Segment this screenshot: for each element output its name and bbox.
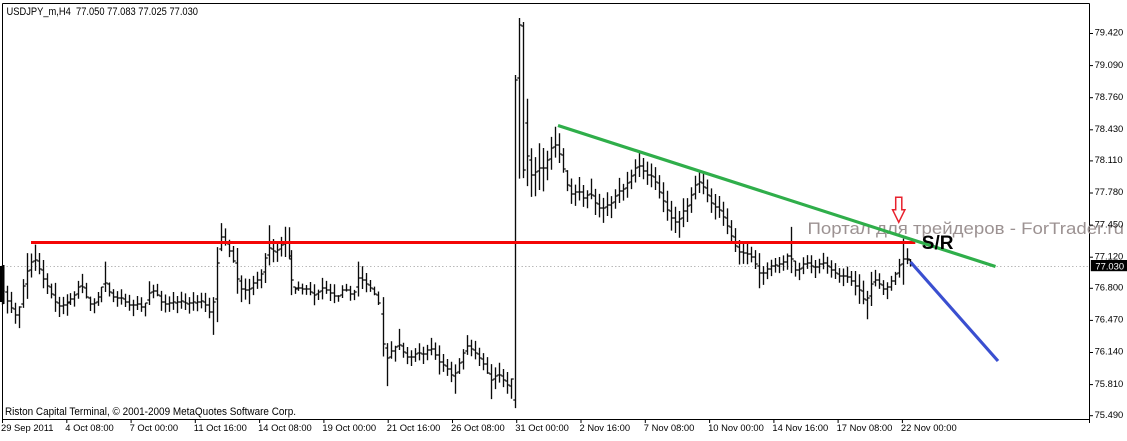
svg-text:S/R: S/R	[922, 233, 954, 254]
svg-text:USDJPY_m,H4 77.050 77.083 77.: USDJPY_m,H4 77.050 77.083 77.025 77.030	[7, 6, 199, 18]
svg-text:4 Oct 08:00: 4 Oct 08:00	[65, 422, 113, 433]
svg-text:26 Oct 08:00: 26 Oct 08:00	[451, 422, 505, 433]
svg-text:7 Oct 00:00: 7 Oct 00:00	[130, 422, 178, 433]
svg-text:78.430: 78.430	[1095, 123, 1124, 134]
svg-text:76.140: 76.140	[1095, 346, 1124, 357]
svg-text:78.760: 78.760	[1095, 91, 1124, 102]
svg-text:79.420: 79.420	[1095, 27, 1124, 38]
svg-text:79.090: 79.090	[1095, 59, 1124, 70]
svg-text:31 Oct 00:00: 31 Oct 00:00	[515, 422, 569, 433]
svg-text:21 Oct 16:00: 21 Oct 16:00	[387, 422, 441, 433]
svg-text:7 Nov 08:00: 7 Nov 08:00	[644, 422, 695, 433]
svg-text:78.110: 78.110	[1095, 154, 1123, 165]
svg-text:76.470: 76.470	[1095, 314, 1124, 325]
svg-text:22 Nov 00:00: 22 Nov 00:00	[901, 422, 957, 433]
svg-text:11 Oct 16:00: 11 Oct 16:00	[194, 422, 247, 433]
svg-text:14 Nov 16:00: 14 Nov 16:00	[772, 422, 828, 433]
svg-text:2 Nov 16:00: 2 Nov 16:00	[580, 422, 631, 433]
svg-text:77.120: 77.120	[1095, 250, 1124, 261]
svg-text:77.780: 77.780	[1095, 186, 1124, 197]
svg-text:14 Oct 08:00: 14 Oct 08:00	[258, 422, 312, 433]
svg-text:10 Nov 00:00: 10 Nov 00:00	[708, 422, 764, 433]
svg-text:75.810: 75.810	[1095, 378, 1124, 389]
svg-text:Riston Capital Terminal, © 200: Riston Capital Terminal, © 2001-2009 Met…	[5, 406, 296, 418]
svg-text:77.450: 77.450	[1095, 218, 1124, 229]
svg-text:76.800: 76.800	[1095, 282, 1124, 293]
svg-text:75.490: 75.490	[1095, 409, 1124, 420]
svg-text:77.030: 77.030	[1095, 260, 1124, 271]
svg-text:17 Nov 08:00: 17 Nov 08:00	[837, 422, 893, 433]
svg-text:29 Sep 2011: 29 Sep 2011	[1, 422, 53, 433]
svg-text:Портал для трейдеров - ForTrad: Портал для трейдеров - ForTrader.ru	[808, 220, 1125, 238]
svg-text:19 Oct 00:00: 19 Oct 00:00	[322, 422, 376, 433]
